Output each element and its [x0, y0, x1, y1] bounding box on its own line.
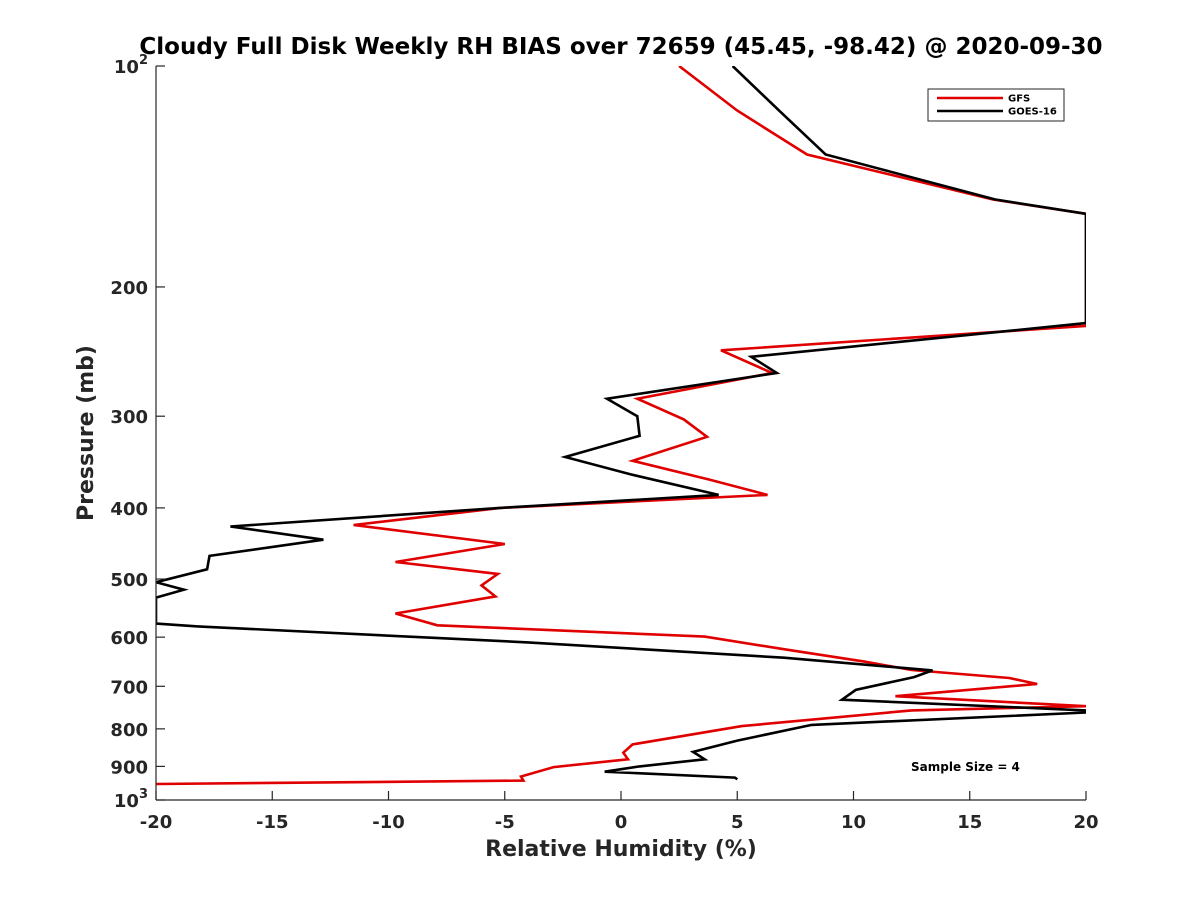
- chart-title: Cloudy Full Disk Weekly RH BIAS over 726…: [139, 34, 1102, 60]
- y-tick-label: 900: [110, 757, 148, 778]
- y-tick-label: 400: [110, 499, 148, 520]
- y-tick-label: 700: [110, 677, 148, 698]
- legend-label-gfs: GFS: [1008, 94, 1030, 105]
- sample-size-annotation: Sample Size = 4: [911, 760, 1020, 774]
- legend: GFS GOES-16: [927, 88, 1065, 122]
- y-tick-label: 800: [110, 720, 148, 741]
- y-tick-label: 600: [110, 628, 148, 649]
- x-tick-label: -5: [495, 812, 515, 833]
- x-tick-label: -15: [256, 812, 289, 833]
- y-tick-label: 300: [110, 407, 148, 428]
- series-line-gfs: [156, 66, 1086, 786]
- x-tick-label: 0: [615, 812, 628, 833]
- x-tick-label: -10: [372, 812, 405, 833]
- y-tick-label: 200: [110, 278, 148, 299]
- x-tick-label: 20: [1073, 812, 1098, 833]
- plot-frame: [156, 66, 1086, 800]
- x-tick-label: 10: [841, 812, 866, 833]
- x-axis-ticks: -20 -15 -10 -5 0 5 10 15 20: [140, 791, 1099, 833]
- x-tick-label: 15: [957, 812, 982, 833]
- series-line-goes-16: [156, 66, 1086, 781]
- x-axis-label: Relative Humidity (%): [485, 837, 757, 862]
- y-axis-label: Pressure (mb): [74, 345, 99, 521]
- y-tick-label: 500: [110, 570, 148, 591]
- legend-box: [927, 88, 1065, 122]
- legend-label-goes-16: GOES-16: [1008, 107, 1057, 118]
- y-tick-label: 103: [114, 787, 148, 812]
- y-tick-label: 102: [114, 53, 148, 78]
- x-tick-label: 5: [731, 812, 744, 833]
- series-layer: [156, 66, 1086, 786]
- y-axis-ticks: 102 200 300 400 500 600 700 800 900 103: [110, 53, 165, 812]
- x-tick-label: -20: [140, 812, 173, 833]
